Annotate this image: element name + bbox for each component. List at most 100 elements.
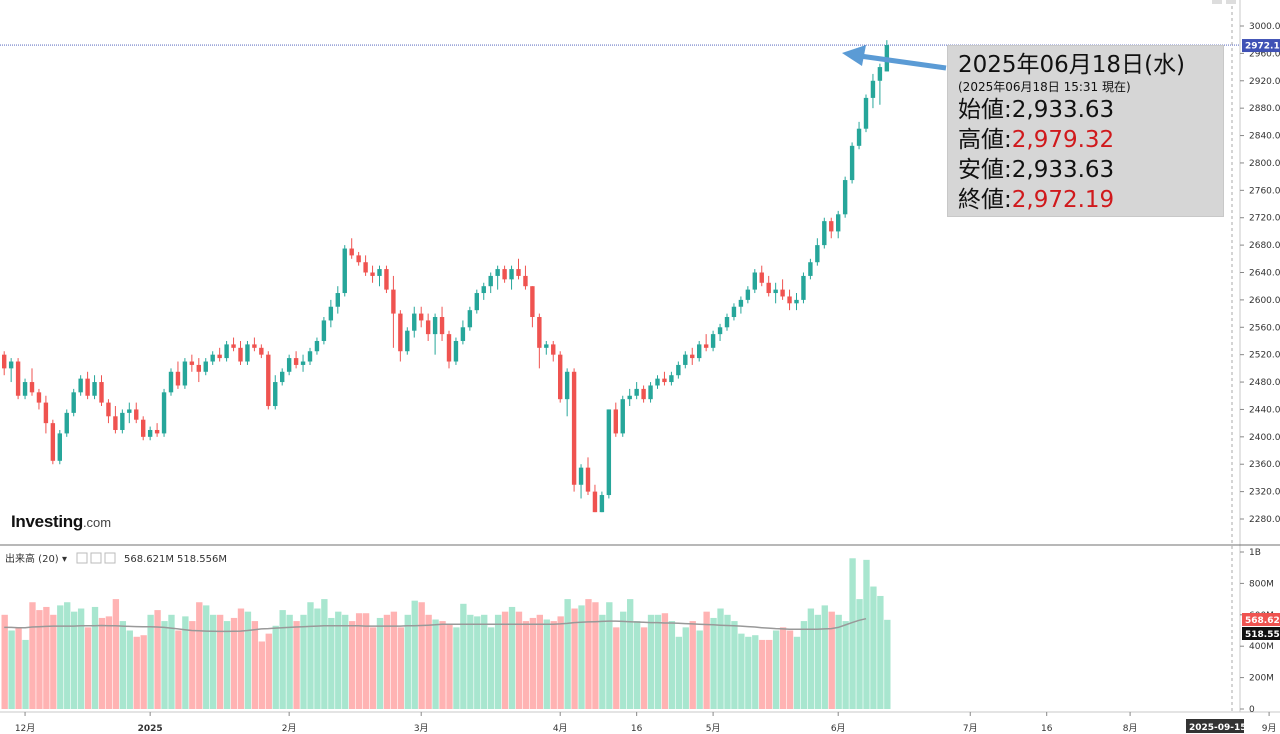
- volume-tag-1-text: 568.621M: [1245, 616, 1280, 626]
- volume-bar: [397, 627, 404, 709]
- volume-settings-icon[interactable]: [76, 552, 88, 564]
- volume-bar: [36, 610, 43, 709]
- price-tick-label: 2480.00: [1249, 378, 1280, 388]
- open-value: 2,933.63: [1011, 97, 1115, 123]
- logo-main-text: Investing: [11, 512, 83, 531]
- candle-body: [106, 402, 111, 417]
- candle: [196, 358, 201, 383]
- candle: [690, 347, 695, 365]
- candle-body: [328, 306, 334, 321]
- candle: [99, 375, 104, 407]
- candle-body: [710, 334, 716, 348]
- candle-body: [745, 289, 751, 300]
- close-value: 2,972.19: [1011, 187, 1115, 213]
- volume-bar: [529, 617, 537, 709]
- scroll-icon[interactable]: [1212, 0, 1222, 4]
- candle: [29, 368, 35, 396]
- candle: [655, 375, 660, 389]
- candle: [634, 382, 639, 400]
- candle-body: [627, 395, 632, 400]
- price-tick-label: 2360.00: [1249, 460, 1280, 470]
- volume-bar: [244, 611, 252, 709]
- candle-body: [655, 378, 660, 386]
- candle: [446, 330, 452, 369]
- candle: [787, 289, 792, 311]
- candle: [134, 402, 139, 424]
- candle: [245, 340, 250, 365]
- candle: [558, 351, 563, 403]
- time-axis-ticks: 12月 2025 2月 3月 4月 16 5月 6月 7月 16 8月 9月: [15, 712, 1276, 734]
- volume-bar: [606, 602, 613, 709]
- candle-body: [634, 388, 639, 396]
- candle: [286, 354, 292, 376]
- price-tick-label: 2560.00: [1249, 323, 1280, 333]
- candle-body: [99, 382, 104, 403]
- candle-body: [578, 467, 584, 485]
- candle-body: [335, 293, 340, 307]
- candle: [829, 217, 834, 239]
- candle-body: [724, 317, 730, 328]
- candle-body: [120, 412, 125, 430]
- candle-body: [203, 361, 208, 372]
- candle-body: [474, 293, 479, 311]
- volume-bar: [119, 621, 126, 709]
- volume-visibility-icon[interactable]: [90, 552, 102, 564]
- volume-bar: [613, 627, 620, 709]
- candle: [210, 351, 215, 365]
- candle-body: [161, 392, 167, 434]
- candle-body: [863, 97, 869, 129]
- candle-body: [2, 354, 7, 369]
- candle: [36, 388, 42, 410]
- time-tick-label: 16: [1041, 724, 1053, 734]
- candle-body: [64, 412, 69, 434]
- volume-legend-dropdown-icon[interactable]: ▾: [62, 554, 67, 565]
- price-tick-label: 2400.00: [1249, 433, 1280, 443]
- volume-close-icon[interactable]: [104, 552, 116, 564]
- candle: [120, 409, 125, 434]
- volume-bar: [425, 614, 432, 709]
- candle-body: [356, 255, 361, 263]
- candle-body: [849, 145, 855, 181]
- annotation-date: 2025年06月18日(水): [958, 52, 1186, 78]
- volume-tag-1: [1242, 613, 1280, 626]
- volume-bar: [884, 619, 891, 709]
- candle: [502, 265, 507, 283]
- candle: [856, 121, 862, 150]
- volume-bar: [335, 611, 342, 709]
- candle: [141, 416, 146, 441]
- candle: [412, 306, 417, 338]
- volume-bar: [842, 621, 849, 709]
- candle-body: [189, 361, 195, 365]
- price-axis-ticks: 3000.00 2960.00 2920.00 2880.00 2840.00 2800.…: [1240, 22, 1280, 525]
- candle-body: [502, 269, 507, 280]
- candle: [161, 388, 167, 437]
- open-label: 始値:: [958, 97, 1012, 123]
- candle-body: [154, 429, 160, 434]
- volume-bar: [710, 617, 717, 709]
- time-tick-label: 8月: [1123, 723, 1138, 734]
- candle-body: [432, 317, 438, 335]
- candle-body: [537, 317, 542, 348]
- candle-body: [780, 289, 785, 297]
- volume-bar: [71, 611, 78, 709]
- low-value: 2,933.63: [1011, 157, 1115, 183]
- volume-bar: [50, 614, 57, 709]
- candle-body: [363, 262, 368, 273]
- candle: [863, 94, 869, 133]
- candle-body: [467, 310, 473, 328]
- last-date-tag: [1186, 719, 1244, 733]
- candle: [731, 303, 737, 321]
- volume-bar: [98, 617, 106, 709]
- volume-bar: [467, 614, 474, 709]
- volume-bar: [404, 614, 411, 709]
- volume-bar: [675, 636, 682, 709]
- close-label: 終値:: [958, 187, 1012, 213]
- candle: [259, 344, 264, 359]
- time-tick-label: 4月: [553, 723, 568, 734]
- candle: [113, 406, 118, 434]
- reset-icon[interactable]: [1226, 0, 1236, 4]
- candle: [822, 217, 827, 249]
- candle-body: [808, 262, 813, 276]
- volume-bar: [182, 616, 189, 709]
- candle-body: [29, 382, 35, 393]
